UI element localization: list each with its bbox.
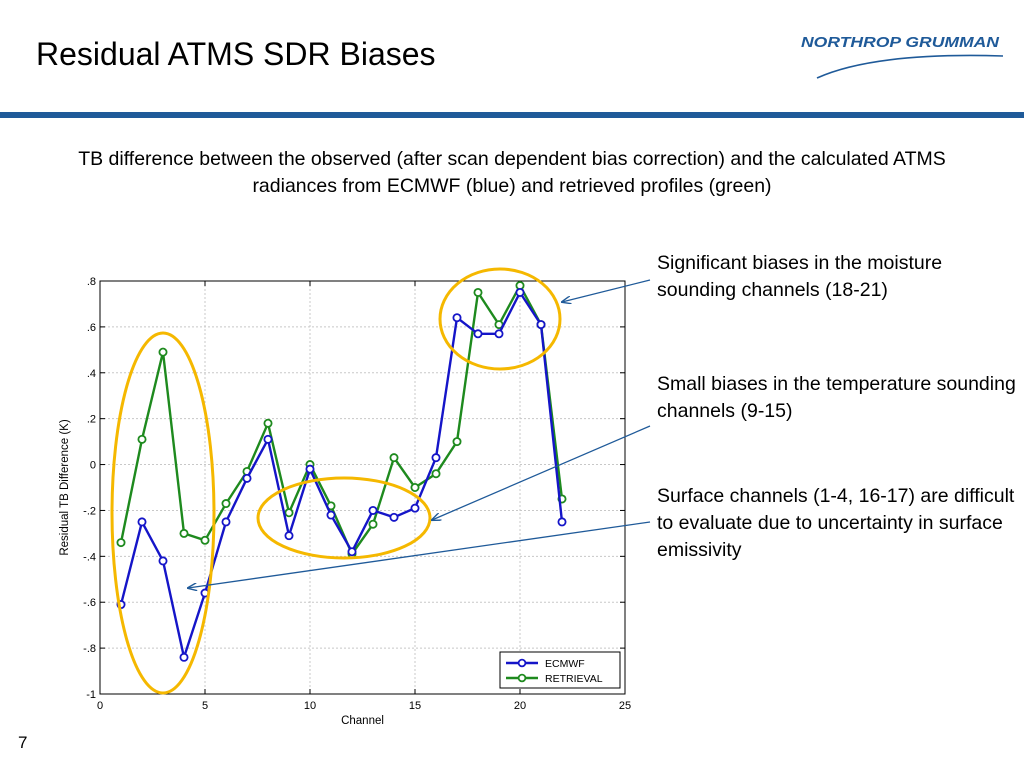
legend-marker-retrieval xyxy=(517,673,527,683)
data-point-ecmwf xyxy=(284,531,294,541)
data-point-ecmwf xyxy=(221,517,231,527)
y-tick-label: -.6 xyxy=(83,597,96,609)
callout-temperature-channels: Small biases in the temperature sounding… xyxy=(657,373,1016,422)
data-point-ecmwf xyxy=(305,464,315,474)
slide-subtitle: TB difference between the observed (afte… xyxy=(78,148,946,197)
moisture-callout-arrow xyxy=(562,279,651,302)
title-divider xyxy=(0,112,1024,118)
plot-background xyxy=(100,281,625,694)
data-point-retrieval xyxy=(431,469,441,479)
data-point-retrieval xyxy=(158,347,168,357)
data-point-retrieval xyxy=(263,418,273,428)
data-point-ecmwf xyxy=(242,473,252,483)
data-point-ecmwf xyxy=(347,547,357,557)
x-axis-label: Channel xyxy=(341,715,384,727)
data-point-ecmwf xyxy=(515,287,525,297)
y-tick-label: .8 xyxy=(87,276,96,288)
data-point-retrieval xyxy=(410,482,420,492)
temperature-callout-arrow xyxy=(432,425,651,520)
surface-channels-ellipse xyxy=(110,331,216,695)
northrop-grumman-logo: NORTHROP GRUMMAN xyxy=(801,35,1004,79)
data-point-retrieval xyxy=(452,437,462,447)
y-tick-label: .2 xyxy=(87,414,96,426)
data-point-ecmwf xyxy=(536,320,546,330)
legend-marker-ecmwf xyxy=(517,658,527,668)
data-point-retrieval xyxy=(221,499,231,509)
y-tick-label: 0 xyxy=(90,460,96,472)
data-point-retrieval xyxy=(200,535,210,545)
data-point-retrieval xyxy=(368,519,378,529)
page-number: 7 xyxy=(18,733,28,752)
svg-text:NORTHROP GRUMMAN: NORTHROP GRUMMAN xyxy=(801,35,1000,51)
callout-moisture-channels: Significant biases in the moisture sound… xyxy=(657,252,943,301)
y-tick-label: -.2 xyxy=(83,505,96,517)
data-point-ecmwf xyxy=(431,453,441,463)
y-tick-label: -1 xyxy=(86,689,96,701)
data-point-ecmwf xyxy=(137,517,147,527)
data-point-ecmwf xyxy=(494,329,504,339)
x-tick-label: 20 xyxy=(514,700,526,712)
y-tick-label: .6 xyxy=(87,322,96,334)
data-point-ecmwf xyxy=(557,517,567,527)
data-point-ecmwf xyxy=(263,434,273,444)
data-point-ecmwf xyxy=(158,556,168,566)
data-point-ecmwf xyxy=(473,329,483,339)
data-point-ecmwf xyxy=(326,510,336,520)
x-tick-label: 10 xyxy=(304,700,316,712)
data-point-ecmwf xyxy=(179,652,189,662)
series-line-retrieval xyxy=(119,284,564,556)
y-tick-label: -.8 xyxy=(83,643,96,655)
x-tick-label: 0 xyxy=(97,700,103,712)
data-point-retrieval xyxy=(116,538,126,548)
plot-frame xyxy=(99,280,626,695)
y-axis-label: Residual TB Difference (K) xyxy=(59,419,71,556)
legend-label-ecmwf: ECMWF xyxy=(545,658,585,670)
data-point-retrieval xyxy=(137,434,147,444)
legend-label-retrieval: RETRIEVAL xyxy=(545,673,603,685)
data-point-ecmwf xyxy=(368,505,378,515)
slide-title: Residual ATMS SDR Biases xyxy=(36,36,436,72)
data-point-ecmwf xyxy=(389,512,399,522)
surface-callout-arrow xyxy=(188,521,651,588)
x-tick-label: 15 xyxy=(409,700,421,712)
series-line-ecmwf xyxy=(119,291,564,659)
x-tick-label: 5 xyxy=(202,700,208,712)
data-point-retrieval xyxy=(284,508,294,518)
y-tick-label: .4 xyxy=(87,368,96,380)
data-point-retrieval xyxy=(179,528,189,538)
callout-surface-channels: Surface channels (1-4, 16-17) are diffic… xyxy=(657,485,1015,561)
legend-box xyxy=(499,651,621,689)
data-point-ecmwf xyxy=(410,503,420,513)
data-point-ecmwf xyxy=(452,313,462,323)
data-point-retrieval xyxy=(473,287,483,297)
moisture-channels-ellipse xyxy=(438,267,562,371)
x-tick-label: 25 xyxy=(619,700,631,712)
y-tick-label: -.4 xyxy=(83,551,96,563)
data-point-retrieval xyxy=(389,453,399,463)
